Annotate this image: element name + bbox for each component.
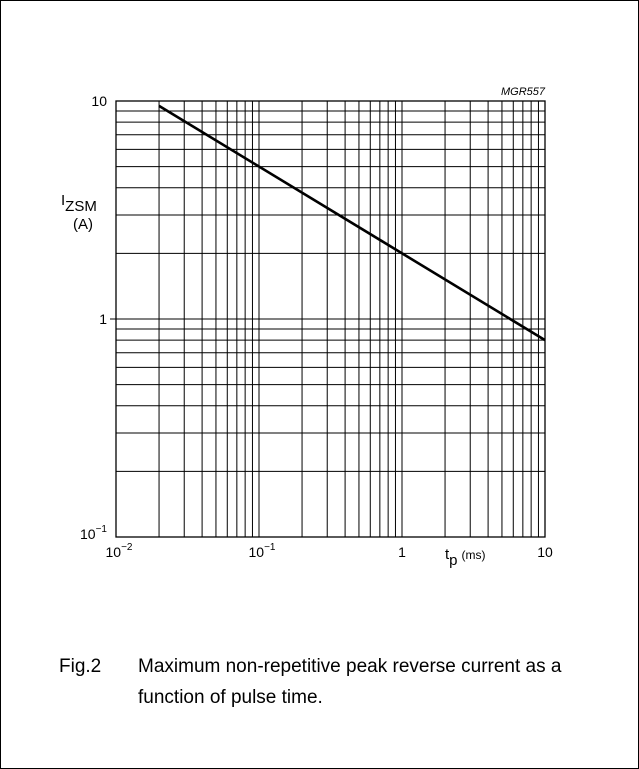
x-tick-label-base: 1 <box>398 544 406 560</box>
x-tick-label-base: 10 <box>537 544 553 560</box>
x-axis-label: tp (ms) <box>445 546 486 569</box>
y-axis-label-sub: ZSM <box>65 198 97 215</box>
plot-border <box>115 100 546 538</box>
x-axis-label-unit: (ms) <box>462 548 486 562</box>
y-tick-label: 10 <box>91 93 107 109</box>
y-axis-label-main: I <box>61 192 65 209</box>
y-axis-unit: (A) <box>73 216 93 233</box>
y-tick-label: 10−1 <box>80 524 107 542</box>
x-tick-label: 10 <box>537 544 553 560</box>
series-line <box>158 104 546 342</box>
x-tick-label-exponent: −2 <box>121 542 133 553</box>
grid <box>110 101 545 537</box>
x-tick-label: 10−1 <box>249 542 276 560</box>
y-tick-label: 1 <box>99 311 107 327</box>
y-tick-label-base: 10 <box>91 93 107 109</box>
y-tick-label-base: 10 <box>80 526 96 542</box>
y-axis-label: IZSM <box>61 192 97 215</box>
x-tick-label: 1 <box>398 544 406 560</box>
figure-caption-text: Maximum non-repetitive peak reverse curr… <box>138 656 562 708</box>
x-tick-label-base: 10 <box>106 544 122 560</box>
y-tick-label-exponent: −1 <box>96 524 108 535</box>
x-tick-label-base: 10 <box>249 544 265 560</box>
x-tick-label-exponent: −1 <box>264 542 276 553</box>
x-axis-label-sub: p <box>449 552 457 569</box>
series <box>158 104 546 342</box>
figure-number: Fig.2 <box>59 656 102 677</box>
x-axis-label-main: t <box>445 546 450 563</box>
x-tick-label: 10−2 <box>106 542 133 560</box>
chart-code: MGR557 <box>501 86 546 98</box>
y-tick-label-base: 1 <box>99 311 107 327</box>
